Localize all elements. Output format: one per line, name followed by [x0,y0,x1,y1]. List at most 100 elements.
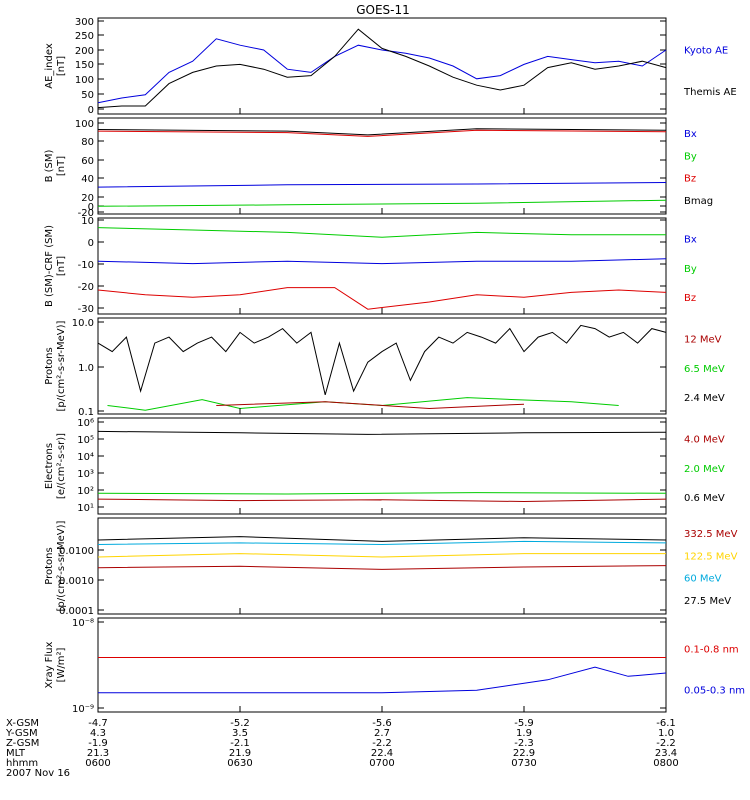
legend-label: 0.1-0.8 nm [684,645,739,656]
series-line [97,227,666,238]
y-axis-label: [nT] [56,56,67,76]
x-axis-value: 1.9 [516,728,532,739]
y-tick-label: 100 [75,119,94,130]
x-axis-value: 3.5 [232,728,248,739]
y-axis-label: [nT] [56,256,67,276]
y-axis-label: [e/(cm²-s-sr)] [56,433,67,499]
x-row-label: X-GSM [6,718,39,729]
legend-label: Bz [684,293,696,304]
legend-label: Bx [684,129,697,140]
y-tick-label: -10 [78,260,94,271]
x-axis-value: 2.7 [374,728,390,739]
y-tick-label: 80 [81,137,94,148]
x-axis-value: -2.3 [514,738,534,749]
y-tick-label: 0 [88,238,94,249]
x-axis-value: 23.4 [655,748,677,759]
x-row-label: Y-GSM [5,728,38,739]
x-axis-value: -2.1 [230,738,250,749]
legend-label: 2.4 MeV [684,393,725,404]
legend-label: 2.0 MeV [684,464,725,475]
y-tick-label: 10³ [77,469,94,480]
y-tick-label: 10¹ [77,503,94,514]
legend-label: 0.6 MeV [684,493,725,504]
legend-label: Bz [684,174,696,185]
series-line [97,430,667,435]
series-line [97,324,667,396]
legend-label: 27.5 MeV [684,596,731,607]
y-tick-label: -20 [78,208,94,219]
x-axis-value: -2.2 [656,738,676,749]
legend-label: 332.5 MeV [684,529,738,540]
y-axis-label: [p/(cm²-s-sr-MeV)] [56,520,67,611]
panel-5: 10⁶ 10⁵ 10⁴ 10³ 10² 10¹ Electrons [e/(cm²-s-sr)… [44,417,725,515]
y-axis-label: B (SM)-CRF (SM) [44,225,55,307]
series-line [97,38,667,104]
legend-label: By [684,151,697,162]
y-tick-label: 60 [81,156,94,167]
panel-frame [97,117,667,215]
legend-label: Bmag [684,196,713,207]
y-axis-label: B (SM) [44,149,55,182]
legend-label: 6.5 MeV [684,364,725,375]
panel-2: 100 80 60 40 200-20 B (SM) [nT] Bx By Bz Bmag [44,117,713,219]
y-tick-label: 0.0010 [59,576,94,587]
y-tick-label: 150 [75,60,94,71]
legend-label: Bx [684,235,697,246]
legend-label: 12 MeV [684,335,722,346]
x-axis-value: -5.9 [514,718,534,729]
y-tick-label: 0.0100 [59,546,94,557]
panel-4: 10.0 1.0 0.1 Protons [p/(cm²-s-sr-MeV)] 12 Me… [44,317,725,418]
y-tick-label: 10 [81,216,94,227]
x-axis-value: -5.6 [372,718,392,729]
y-axis-label: Protons [44,547,55,584]
y-tick-label: 40 [81,174,94,185]
x-axis-value: -4.7 [88,718,108,729]
legend-label: 4.0 MeV [684,435,725,446]
x-row-label: hhmm [6,758,38,769]
x-axis-value: 0630 [227,758,252,769]
panel-7: 10⁻⁸ 10⁻⁹ Xray Flux [W/m²] 0.1-0.8 nm 0.05-0.… [44,617,745,715]
series-line [97,182,667,188]
x-axis-value: 0730 [511,758,536,769]
series-line [97,540,667,546]
y-tick-label: 20 [81,193,94,204]
panel-1: 300 250 200 150 100 50 0 AE_index [nT] Kyoto AE Th… [44,17,737,116]
x-axis-value: -5.2 [230,718,250,729]
y-tick-label: 10⁵ [77,435,94,446]
y-tick-label: 10⁶ [77,418,94,429]
panel-3: 10 0 -10 -20 -30 B (SM)-CRF (SM) [nT] Bx By Bz [44,216,697,315]
y-tick-label: 10⁴ [77,452,94,463]
y-tick-label: 100 [75,75,94,86]
y-tick-label: 250 [75,31,94,42]
series-line [97,258,667,265]
y-axis-label: [W/m²] [56,647,67,682]
legend-label: 60 MeV [684,574,722,585]
series-line [97,492,667,495]
panel-frame [97,617,667,713]
y-axis-label: Electrons [44,443,55,489]
series-line [97,553,666,558]
y-tick-label: 50 [81,90,94,101]
series-line [97,536,667,542]
series-line [97,28,667,109]
x-axis-value: 0800 [653,758,678,769]
series-line [97,287,667,310]
y-tick-label: 10.0 [72,318,94,329]
x-row-label: MLT [6,748,26,759]
series-line [97,498,667,503]
legend-label: 0.05-0.3 nm [684,686,745,697]
legend-label: 122.5 MeV [684,551,738,562]
y-tick-label: 1.0 [78,363,94,374]
y-tick-label: 200 [75,46,94,57]
x-axis-value: 1.0 [658,728,674,739]
series-line [97,129,667,137]
y-axis-label: Xray Flux [44,641,55,688]
y-axis-label: Protons [44,347,55,384]
x-axis-value: -6.1 [656,718,676,729]
x-axis-value: 22.9 [513,748,535,759]
y-axis-label: AE_index [44,43,55,89]
y-tick-label: -20 [78,282,94,293]
legend-label: Kyoto AE [684,45,728,56]
x-axis-value: 4.3 [90,728,106,739]
